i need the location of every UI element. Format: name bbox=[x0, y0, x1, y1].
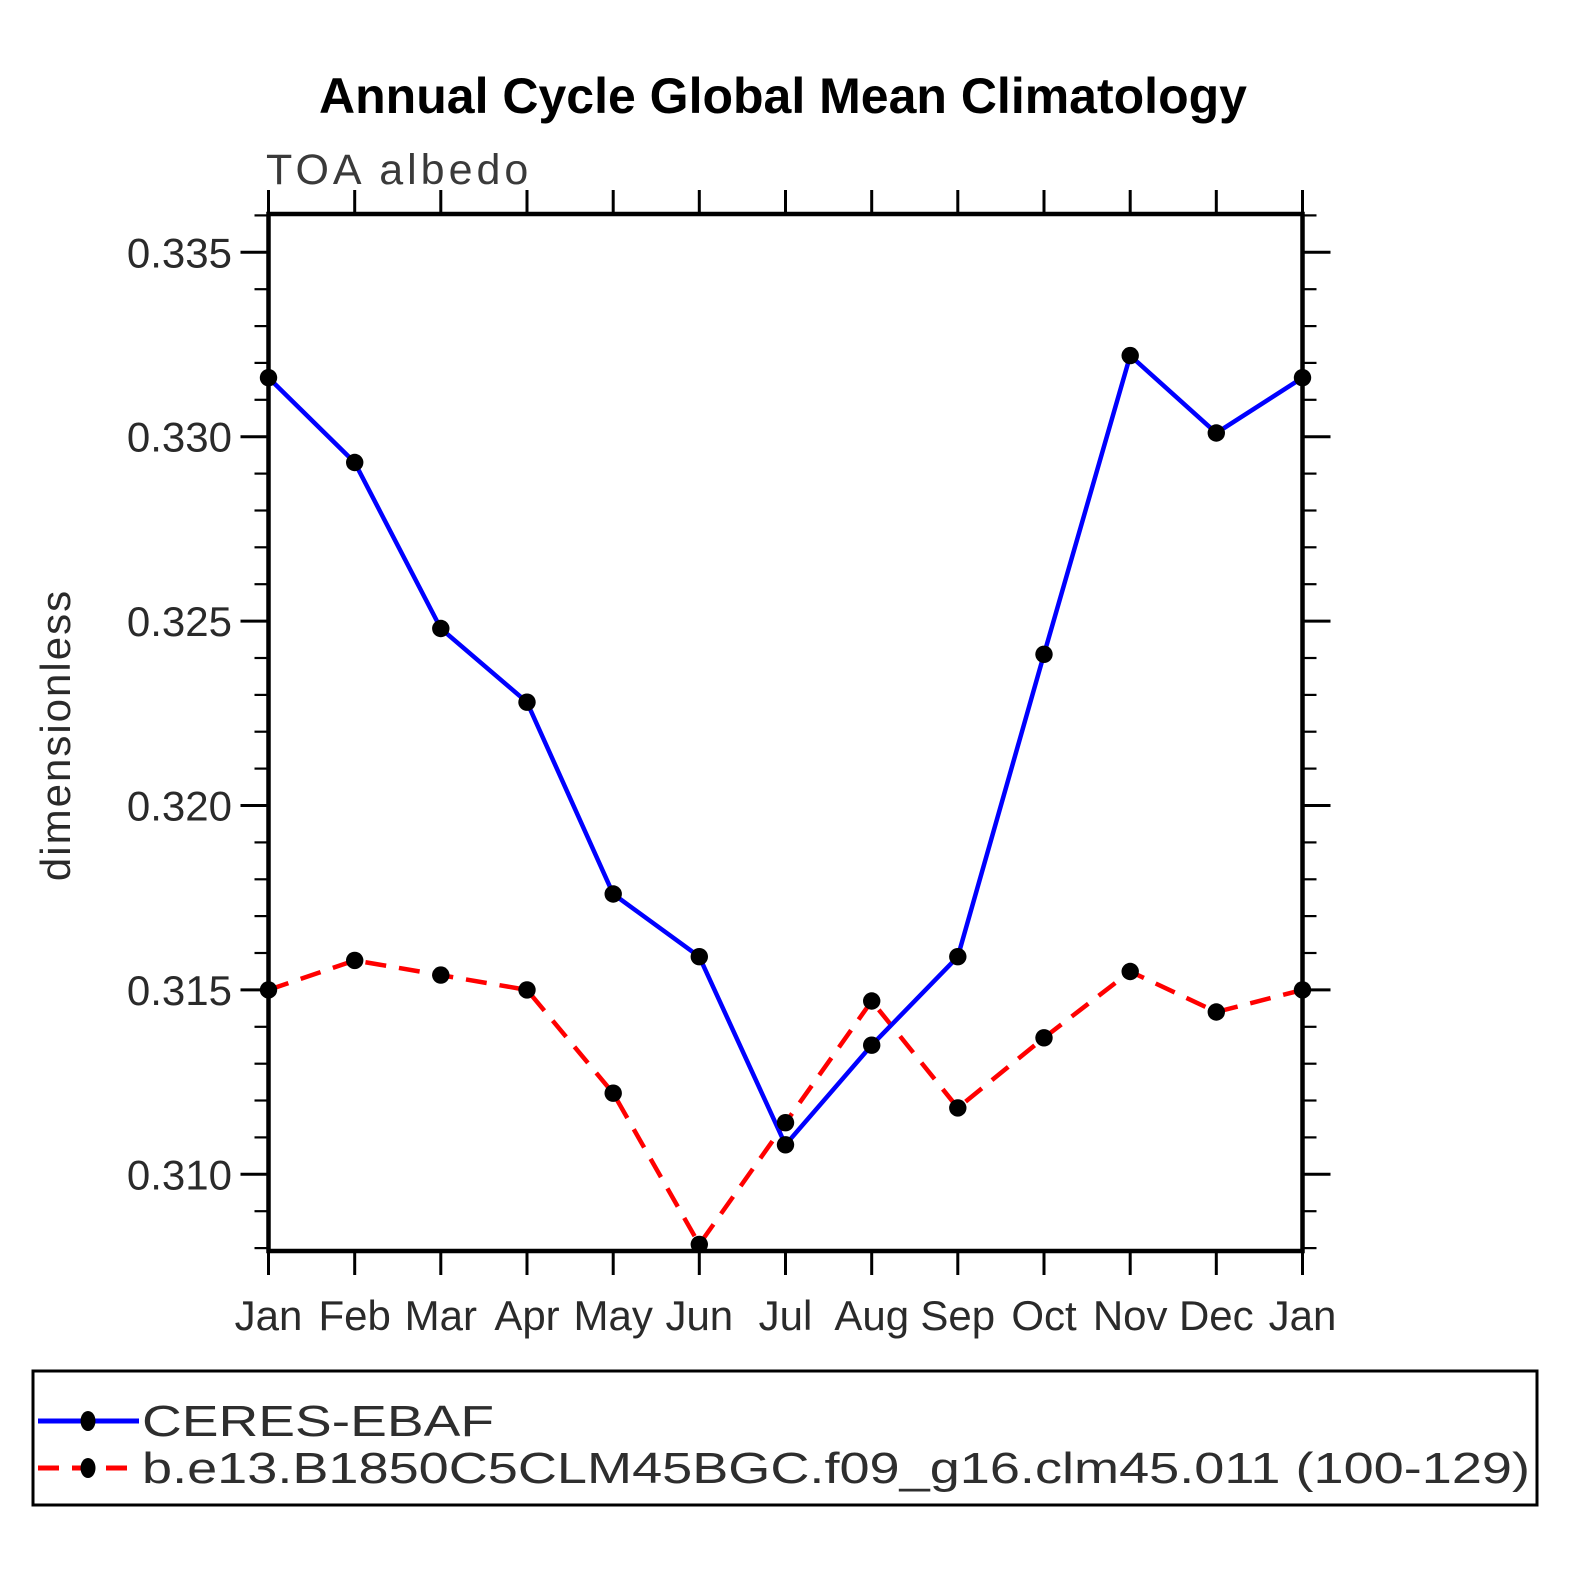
data-point-marker bbox=[1035, 1029, 1053, 1047]
x-tick-label: Jul bbox=[759, 1292, 813, 1339]
legend-box: CERES-EBAF b.e13.B1850C5CLM45BGC.f09_g16… bbox=[31, 1369, 1539, 1507]
data-point-marker bbox=[863, 1036, 881, 1054]
x-tick-label: Oct bbox=[1011, 1292, 1077, 1339]
legend-border bbox=[31, 1369, 1539, 1507]
data-point-marker bbox=[1121, 346, 1139, 365]
x-tick-label: Sep bbox=[920, 1292, 995, 1339]
data-point-marker bbox=[259, 369, 278, 387]
data-point-marker bbox=[1293, 981, 1312, 999]
data-point-marker bbox=[432, 619, 450, 638]
data-point-marker bbox=[604, 885, 622, 903]
plot-markers bbox=[259, 346, 1312, 1254]
x-tick-label: Mar bbox=[405, 1292, 477, 1339]
chart-subtitle: TOA albedo bbox=[266, 146, 532, 194]
x-tick-label: Dec bbox=[1179, 1292, 1254, 1339]
y-tick-label: 0.335 bbox=[127, 229, 232, 276]
data-point-marker bbox=[1121, 962, 1139, 981]
data-point-marker bbox=[346, 951, 364, 970]
data-point-marker bbox=[1293, 369, 1312, 387]
x-tick-label: Nov bbox=[1093, 1292, 1168, 1339]
legend-marker-model-run bbox=[80, 1458, 96, 1478]
y-axis-title: dimensionless bbox=[32, 589, 79, 881]
chart-title: Annual Cycle Global Mean Climatology bbox=[319, 68, 1247, 124]
data-point-marker bbox=[518, 693, 536, 711]
plot-series bbox=[266, 351, 1304, 1249]
data-point-marker bbox=[949, 1099, 967, 1117]
data-point-marker bbox=[259, 981, 278, 999]
plot-axes: Jan Feb Mar Apr May Jun Jul Aug Sep Oct Nov Dec Jan 0… bbox=[127, 190, 1336, 1339]
y-tick-label: 0.330 bbox=[127, 414, 232, 461]
x-tick-label: Feb bbox=[319, 1292, 391, 1339]
y-tick-label: 0.325 bbox=[127, 598, 232, 645]
data-point-marker bbox=[690, 1235, 708, 1254]
legend-label-ceres-ebaf: CERES-EBAF bbox=[142, 1397, 494, 1446]
data-point-marker bbox=[949, 948, 967, 966]
y-tick-label: 0.310 bbox=[127, 1151, 232, 1198]
data-point-marker bbox=[776, 1136, 795, 1154]
x-tick-label: Jan bbox=[1269, 1292, 1337, 1339]
data-point-marker bbox=[518, 981, 536, 999]
data-point-marker bbox=[863, 992, 881, 1010]
data-point-marker bbox=[1035, 645, 1053, 663]
data-point-marker bbox=[1207, 1003, 1226, 1021]
data-point-marker bbox=[432, 966, 450, 984]
series-line-model-run bbox=[267, 958, 1304, 1249]
y-tick-label: 0.320 bbox=[127, 783, 232, 830]
data-point-marker bbox=[690, 948, 708, 966]
legend-label-model-run: b.e13.B1850C5CLM45BGC.f09_g16.clm45.011 … bbox=[142, 1444, 1530, 1493]
y-tick-label: 0.315 bbox=[127, 967, 232, 1014]
data-point-marker bbox=[346, 453, 364, 472]
x-tick-label: Jan bbox=[235, 1292, 303, 1339]
data-point-marker bbox=[604, 1084, 622, 1102]
x-tick-label: May bbox=[574, 1292, 653, 1339]
x-tick-label: Aug bbox=[834, 1292, 909, 1339]
legend-marker-ceres-ebaf bbox=[80, 1411, 96, 1431]
x-tick-label: Jun bbox=[665, 1292, 733, 1339]
data-point-marker bbox=[776, 1114, 795, 1132]
series-line-ceres-ebaf bbox=[266, 351, 1304, 1149]
data-point-marker bbox=[1207, 424, 1226, 442]
x-tick-label: Apr bbox=[494, 1292, 559, 1339]
